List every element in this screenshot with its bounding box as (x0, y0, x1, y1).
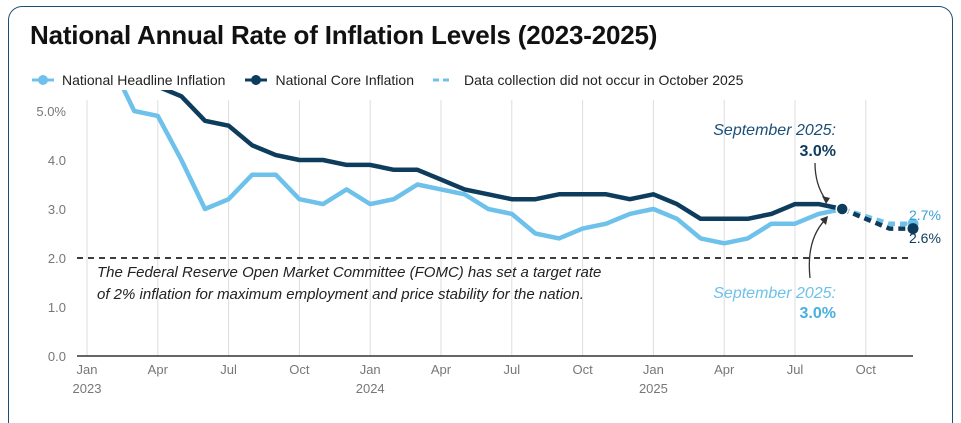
x-tick-label: Jan (360, 362, 381, 377)
chart-legend: National Headline Inflation National Cor… (30, 70, 743, 90)
legend-swatch-headline (32, 75, 54, 85)
y-tick-label: 1.0 (48, 300, 66, 315)
x-tick-label: Oct (289, 362, 310, 377)
chart-frame (8, 6, 953, 423)
x-tick-label: Apr (148, 362, 169, 377)
legend-swatch-no-data (432, 78, 451, 82)
axis-layer: Jan 2023 Apr Jul Oct Jan 2024 Apr Jul Oct Jan 2025 A… (36, 104, 913, 396)
legend-item-headline: National Headline Inflation (30, 72, 225, 88)
fomc-annotation-line1: The Federal Reserve Open Market Committe… (97, 264, 601, 281)
core-callout-arrowhead (822, 196, 830, 204)
core-projection-line (841, 206, 913, 231)
headline-callout-label: September 2025: (713, 285, 836, 302)
y-tick-label: 5.0% (36, 104, 66, 119)
x-tick-year-label: 2025 (639, 381, 668, 396)
legend-label-no-data: Data collection did not occur in October… (463, 72, 744, 88)
core-end-label: 2.6% (909, 230, 941, 246)
headline-callout-value: 3.0% (800, 305, 836, 322)
legend-item-no-data: Data collection did not occur in October… (432, 72, 743, 88)
x-tick-year-label: 2023 (73, 381, 102, 396)
core-callout-label: September 2025: (713, 122, 836, 139)
fomc-annotation-line2: of 2% inflation for maximum employment a… (97, 286, 584, 303)
headline-callout-arrow (808, 219, 826, 279)
x-tick-label: Jan (77, 362, 98, 377)
core-callout-arrow (814, 162, 827, 201)
headline-end-label: 2.7% (909, 207, 941, 223)
x-tick-label: Oct (572, 362, 593, 377)
september-2025-point (835, 202, 849, 216)
x-tick-label: Jan (643, 362, 664, 377)
legend-label-core: National Core Inflation (275, 72, 414, 88)
headline-inflation-line (121, 90, 845, 246)
y-tick-label: 4.0 (48, 153, 66, 168)
x-tick-label: Jul (220, 362, 237, 377)
core-end-point (907, 223, 919, 235)
legend-swatch-core (245, 75, 268, 85)
x-tick-label: Apr (714, 362, 735, 377)
series-layer (121, 90, 919, 246)
x-tick-label: Apr (431, 362, 452, 377)
legend-label-headline: National Headline Inflation (62, 72, 226, 88)
grid-layer (86, 100, 867, 356)
chart-title: National Annual Rate of Inflation Levels… (30, 20, 658, 50)
legend-item-core: National Core Inflation (243, 72, 414, 88)
x-tick-label: Oct (856, 362, 877, 377)
core-callout-value: 3.0% (800, 143, 836, 160)
y-tick-label: 0.0 (48, 349, 66, 364)
headline-callout-arrowhead (820, 216, 828, 225)
x-tick-year-label: 2024 (356, 381, 385, 396)
x-tick-label: Jul (787, 362, 804, 377)
core-inflation-line (160, 90, 845, 222)
y-tick-label: 2.0 (48, 251, 66, 266)
x-tick-label: Jul (503, 362, 520, 377)
y-tick-label: 3.0 (48, 202, 66, 217)
